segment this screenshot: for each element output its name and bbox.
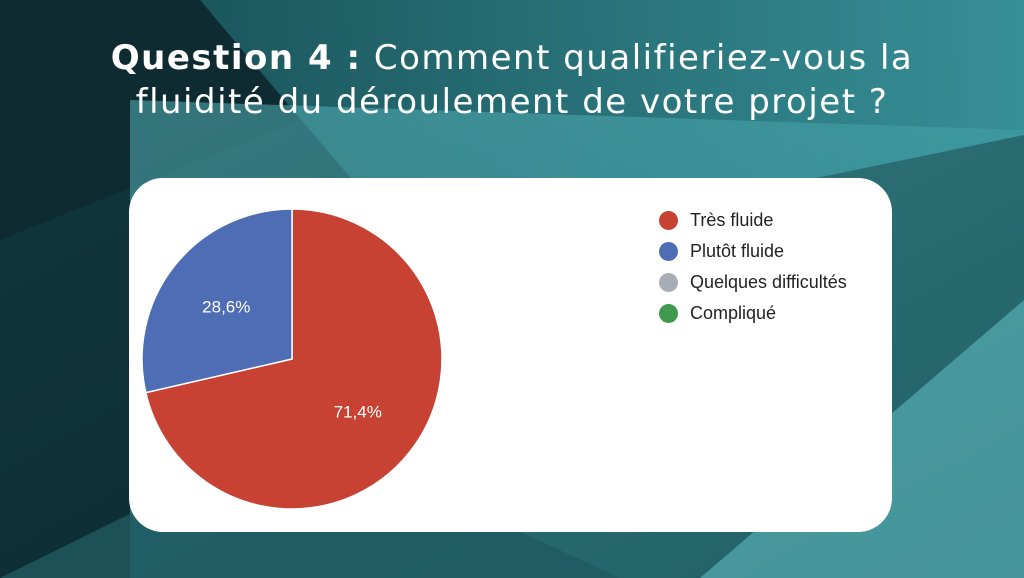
chart-legend: Très fluide Plutôt fluide Quelques difficu… [659,205,847,329]
legend-label-3: Compliqué [690,303,777,323]
legend-swatch-3 [659,304,678,323]
legend-label-2: Quelques difficultés [690,272,847,292]
pie-chart: 71,4% 28,6% [141,208,443,510]
slide-title: Question 4 : Comment qualifieriez-vous l… [0,36,1024,124]
chart-card: 71,4% 28,6% Très fluide Plutôt fluide Quelq… [129,178,892,532]
question-text-part2: fluidité du déroulement de votre projet … [135,82,889,122]
pie-slice-1 [141,208,293,394]
question-text-part1: Comment qualifieriez-vous la [373,38,914,78]
legend-item-1: Plutôt fluide [659,236,847,267]
legend-label-1: Plutôt fluide [690,241,785,261]
legend-swatch-0 [659,211,678,230]
legend-label-0: Très fluide [690,210,774,230]
legend-swatch-1 [659,242,678,261]
legend-item-0: Très fluide [659,205,847,236]
legend-item-2: Quelques difficultés [659,267,847,298]
title-line-1: Question 4 : Comment qualifieriez-vous l… [0,36,1024,80]
pie-slice-label-0: 71,4% [334,402,382,421]
pie-slice-label-1: 28,6% [202,298,250,317]
question-number: Question 4 : [110,38,362,78]
legend-item-3: Compliqué [659,298,847,329]
pie-slice-0 [144,208,443,510]
legend-swatch-2 [659,273,678,292]
